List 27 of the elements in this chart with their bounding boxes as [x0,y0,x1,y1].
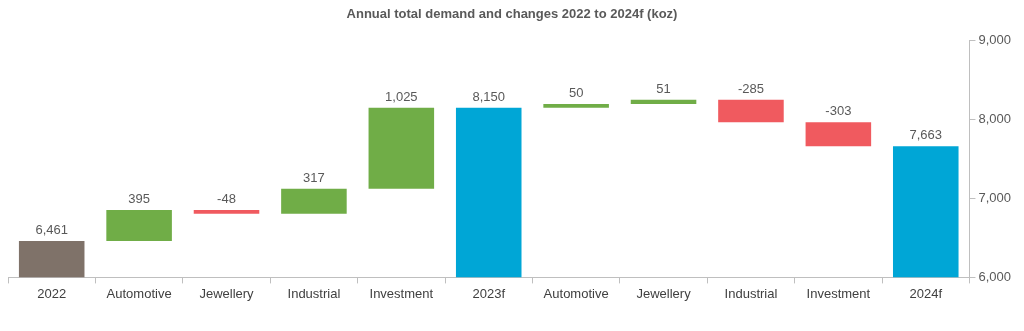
x-tick-label: Industrial [724,285,778,301]
data-label: 317 [303,169,325,185]
data-label: 50 [568,84,584,100]
x-tick-label: 2024f [909,285,943,301]
y-tick-label: 7,000 [978,190,1012,206]
data-label: 51 [656,80,671,96]
x-tick-label: 2023f [472,285,506,301]
x-tick-label: Investment [806,285,871,301]
data-label: 6,461 [35,222,68,238]
x-tick-label: Jewellery [636,285,692,301]
data-label: -303 [825,103,852,119]
x-tick-label: 2022 [37,285,67,301]
data-label: -48 [217,190,236,206]
x-tick-label: Industrial [287,285,341,301]
data-label: 7,663 [909,127,943,143]
chart-title: Annual total demand and changes 2022 to 2024f (koz) [345,6,679,21]
y-tick-label: 8,000 [978,111,1012,127]
x-tick-label: Investment [369,285,434,301]
data-label: 8,150 [472,88,506,104]
x-tick-label: Automotive [543,285,609,301]
x-tick-label: Automotive [106,285,172,301]
y-tick-label: 9,000 [978,32,1012,48]
data-label: 1,025 [385,88,418,104]
data-label: -285 [737,80,764,96]
y-tick-label: 6,000 [978,268,1012,284]
data-label: 395 [128,190,150,206]
x-tick-label: Jewellery [199,285,255,301]
